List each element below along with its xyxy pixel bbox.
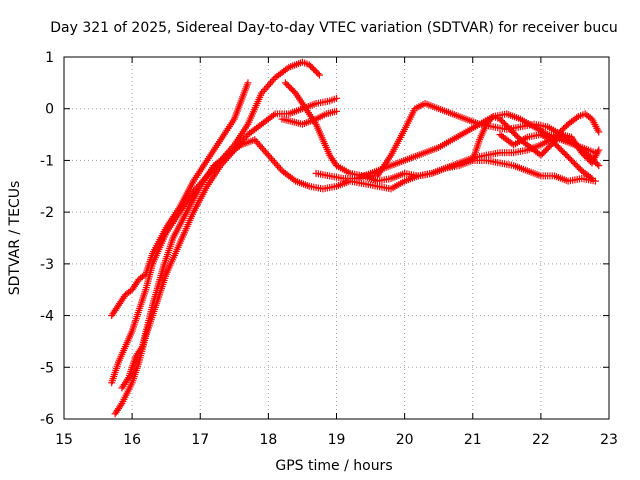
y-tick-label: -1 bbox=[40, 153, 54, 169]
y-tick-labels: -6 -5 -4 -3 -2 -1 0 1 bbox=[40, 50, 54, 428]
x-tick-label: 15 bbox=[55, 432, 73, 448]
data-point bbox=[276, 165, 284, 173]
y-tick-label: -6 bbox=[40, 412, 54, 428]
data-point bbox=[267, 155, 275, 163]
x-axis-label: GPS time / hours bbox=[275, 458, 392, 474]
data-point bbox=[261, 86, 269, 94]
data-point bbox=[586, 173, 594, 181]
data-point bbox=[272, 160, 280, 168]
data-point bbox=[595, 162, 603, 170]
chart-title: Day 321 of 2025, Sidereal Day-to-day VTE… bbox=[50, 20, 618, 36]
series-track-6 bbox=[278, 107, 340, 128]
plot-frame bbox=[63, 56, 610, 420]
data-point bbox=[269, 111, 277, 119]
data-point bbox=[290, 176, 298, 184]
series-track-1 bbox=[108, 79, 252, 320]
data-point bbox=[267, 79, 275, 87]
data-point bbox=[242, 132, 250, 140]
data-point bbox=[275, 163, 283, 171]
series-track-3 bbox=[111, 94, 340, 418]
data-point bbox=[257, 143, 265, 151]
data-point bbox=[270, 75, 278, 83]
y-tick-label: -4 bbox=[40, 309, 54, 325]
data-point bbox=[273, 162, 281, 170]
data-point bbox=[264, 151, 272, 159]
x-tick-label: 21 bbox=[464, 432, 482, 448]
x-tick-label: 16 bbox=[123, 432, 141, 448]
x-tick-labels: 15 16 17 18 19 20 21 22 23 bbox=[55, 432, 618, 448]
data-point bbox=[573, 114, 581, 122]
x-tick-label: 20 bbox=[396, 432, 414, 448]
x-tick-label: 23 bbox=[600, 432, 618, 448]
data-point bbox=[269, 156, 277, 164]
series-track-2 bbox=[108, 58, 323, 387]
data-point bbox=[251, 136, 259, 144]
data-point bbox=[258, 144, 266, 152]
series-track-9 bbox=[469, 112, 603, 167]
x-tick-label: 22 bbox=[532, 432, 550, 448]
data-point bbox=[270, 158, 278, 166]
data-point bbox=[268, 77, 276, 85]
x-tick-label: 18 bbox=[259, 432, 277, 448]
data-point bbox=[254, 139, 262, 147]
data-point bbox=[333, 107, 340, 115]
data-point bbox=[235, 142, 243, 150]
data-point bbox=[259, 87, 267, 95]
data-point bbox=[595, 128, 603, 136]
series-track-5 bbox=[281, 79, 599, 180]
data-point bbox=[137, 344, 145, 352]
data-point bbox=[258, 89, 266, 97]
y-tick-label: -5 bbox=[40, 360, 54, 376]
data-point bbox=[266, 153, 274, 161]
data-point bbox=[588, 175, 596, 183]
data-point bbox=[315, 71, 323, 79]
data-point bbox=[593, 160, 601, 168]
data-point bbox=[264, 82, 272, 90]
data-point bbox=[261, 148, 269, 156]
y-tick-label: 0 bbox=[45, 102, 54, 118]
data-point bbox=[265, 81, 273, 89]
data-point bbox=[244, 79, 252, 87]
data-point bbox=[314, 70, 322, 78]
data-point bbox=[283, 65, 291, 73]
data-point bbox=[262, 84, 270, 92]
data-point bbox=[260, 146, 268, 154]
y-tick-label: -3 bbox=[40, 257, 54, 273]
x-tick-label: 19 bbox=[328, 432, 346, 448]
data-point bbox=[124, 375, 132, 383]
data-point bbox=[252, 137, 260, 145]
data-point bbox=[595, 146, 603, 154]
data-point bbox=[117, 401, 125, 409]
data-point bbox=[263, 150, 271, 158]
x-tick-label: 17 bbox=[191, 432, 209, 448]
data-point bbox=[255, 141, 263, 149]
data-series bbox=[108, 58, 603, 418]
series-track-10 bbox=[496, 131, 596, 183]
y-tick-label: 1 bbox=[45, 50, 54, 66]
data-point bbox=[488, 114, 496, 122]
data-point bbox=[333, 94, 340, 102]
y-axis-label: SDTVAR / TECUs bbox=[7, 181, 23, 296]
y-tick-label: -2 bbox=[40, 205, 54, 221]
